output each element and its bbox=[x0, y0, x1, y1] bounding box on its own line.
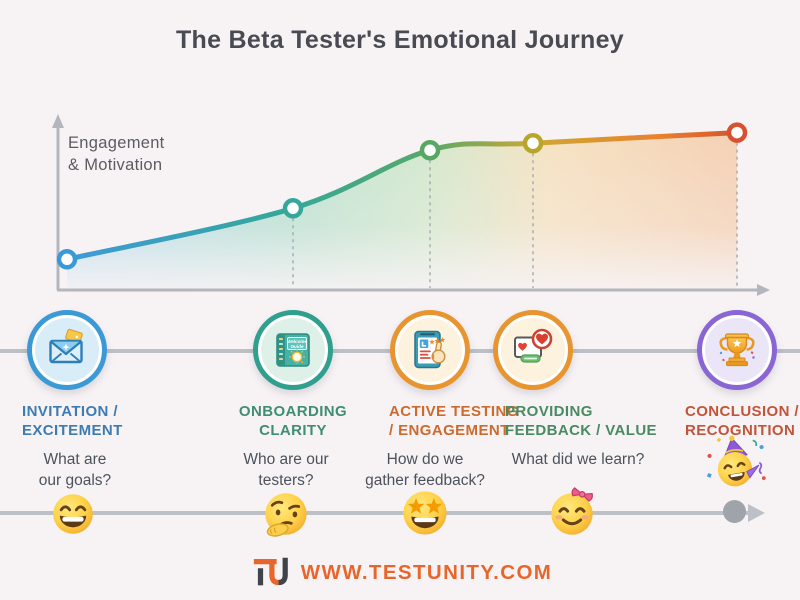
question-learn: What did we learn? bbox=[493, 449, 663, 470]
grinning-face-emoji bbox=[51, 492, 95, 541]
website-url: WWW.TESTUNITY.COM bbox=[300, 561, 553, 584]
partying-face-emoji bbox=[704, 435, 766, 503]
curve-milestone-point bbox=[726, 122, 748, 143]
welcome-guide-icon: Welcome Guide bbox=[276, 333, 310, 367]
trophy-icon bbox=[719, 333, 755, 367]
stage-circle-feedback bbox=[493, 310, 573, 390]
stage-label-active-testing: ACTIVE TESTING / ENGAGEMENT bbox=[389, 402, 559, 440]
curve-points bbox=[56, 122, 748, 270]
curve-milestone-point bbox=[56, 249, 78, 270]
stage-label-line: RECOGNITION bbox=[685, 422, 796, 439]
stage-label-onboarding: ONBOARDING CLARITY bbox=[210, 402, 376, 440]
stage-label-line: / ENGAGEMENT bbox=[389, 422, 510, 439]
curve-milestone-point bbox=[282, 198, 304, 219]
timeline-end-dot bbox=[723, 500, 746, 523]
y-axis-arrow-icon bbox=[52, 114, 64, 128]
footer: WWW.TESTUNITY.COM bbox=[0, 554, 800, 592]
feedback-hearts-icon bbox=[514, 328, 553, 363]
stage-label-line: INVITATION / bbox=[22, 403, 118, 420]
stage-label-line: ONBOARDING bbox=[238, 403, 348, 420]
stage-label-conclusion: CONCLUSION / RECOGNITION bbox=[685, 402, 800, 440]
question-testers: Who are our testers? bbox=[216, 449, 356, 491]
smiling-face-with-bow-emoji bbox=[549, 487, 595, 542]
stage-label-line: CONCLUSION / bbox=[685, 403, 799, 420]
stage-label-line: EXCITEMENT bbox=[22, 422, 123, 439]
question-line: What did we learn? bbox=[511, 451, 645, 468]
stage-circle-conclusion bbox=[697, 310, 777, 390]
y-axis-label-line2: & Motivation bbox=[68, 156, 162, 174]
question-line: our goals? bbox=[38, 472, 112, 489]
stage-label-invitation: INVITATION / EXCITEMENT bbox=[22, 402, 182, 440]
question-line: How do we bbox=[386, 451, 464, 468]
stage-circle-invitation bbox=[27, 310, 107, 390]
question-line: testers? bbox=[258, 472, 314, 489]
question-line: What are bbox=[43, 451, 107, 468]
stage-label-line: FEEDBACK / VALUE bbox=[505, 422, 657, 439]
y-axis-label-line1: Engagement bbox=[68, 134, 165, 152]
page-title: The Beta Tester's Emotional Journey bbox=[175, 26, 625, 54]
x-axis-arrow-icon bbox=[757, 284, 770, 296]
emoji-timeline-line bbox=[0, 511, 750, 515]
question-goals: What are our goals? bbox=[15, 449, 135, 491]
testunity-logo-icon bbox=[253, 557, 288, 586]
stage-label-line: ACTIVE TESTING bbox=[389, 403, 519, 420]
stage-label-feedback: PROVIDING FEEDBACK / VALUE bbox=[505, 402, 685, 440]
stage-label-line: PROVIDING bbox=[505, 403, 593, 420]
stage-circle-onboarding: Welcome Guide bbox=[253, 310, 333, 390]
curve-area-fade bbox=[67, 132, 737, 290]
question-line: gather feedback? bbox=[365, 472, 485, 489]
milestone-dashed-lines bbox=[292, 142, 738, 288]
thinking-face-emoji bbox=[263, 491, 309, 542]
welcome-guide-text-line2: Guide bbox=[290, 344, 303, 349]
stage-circle-active-testing bbox=[390, 310, 470, 390]
question-feedback: How do we gather feedback? bbox=[340, 449, 510, 491]
question-line: Who are our bbox=[243, 451, 329, 468]
tablet-testing-icon bbox=[414, 330, 446, 369]
star-struck-face-emoji bbox=[401, 489, 449, 542]
curve-milestone-point bbox=[522, 132, 544, 154]
engagement-curve-chart: Engagement & Motivation bbox=[52, 114, 770, 296]
envelope-invitation-icon bbox=[49, 328, 83, 364]
emoji-timeline-arrow-icon bbox=[748, 504, 765, 522]
welcome-guide-text-line1: Welcome bbox=[287, 339, 308, 344]
pink-bow-icon bbox=[571, 487, 593, 502]
stage-label-line: CLARITY bbox=[259, 422, 327, 439]
curve-milestone-point bbox=[419, 139, 441, 161]
